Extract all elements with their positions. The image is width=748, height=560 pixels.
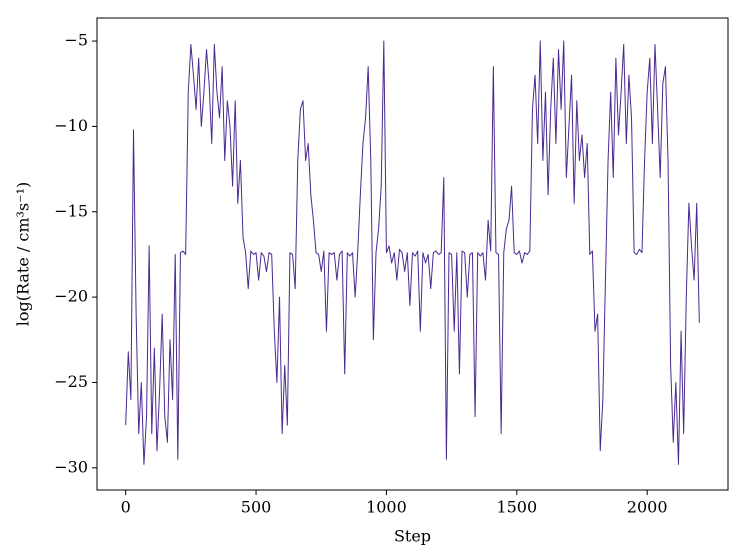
y-tick-label: −25 <box>54 372 88 391</box>
y-axis-label: log(Rate / cm³s⁻¹) <box>14 182 33 327</box>
data-line <box>125 40 700 465</box>
y-tick-label: −30 <box>54 457 88 476</box>
x-tick-label: 0 <box>121 498 131 517</box>
y-tick-label: −20 <box>54 287 88 306</box>
x-tick-label: 2000 <box>627 498 668 517</box>
y-tick-label: −15 <box>54 201 88 220</box>
y-tick-label: −5 <box>64 31 88 50</box>
plot-frame <box>96 17 729 491</box>
x-tick-label: 1000 <box>366 498 407 517</box>
y-tick-label: −10 <box>54 116 88 135</box>
x-axis-label: Step <box>394 527 431 546</box>
x-tick-label: 1500 <box>496 498 537 517</box>
x-tick-label: 500 <box>241 498 272 517</box>
